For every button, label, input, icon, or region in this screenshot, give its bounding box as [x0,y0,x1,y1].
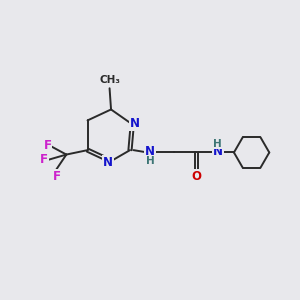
Text: CH₃: CH₃ [99,75,120,85]
Text: H: H [146,156,154,166]
Text: F: F [44,139,52,152]
Text: N: N [213,145,223,158]
Text: N: N [145,145,155,158]
Text: N: N [103,156,113,169]
Text: O: O [191,169,202,183]
Text: F: F [52,170,61,183]
Text: F: F [40,153,48,167]
Text: N: N [130,117,140,130]
Text: H: H [213,139,222,149]
